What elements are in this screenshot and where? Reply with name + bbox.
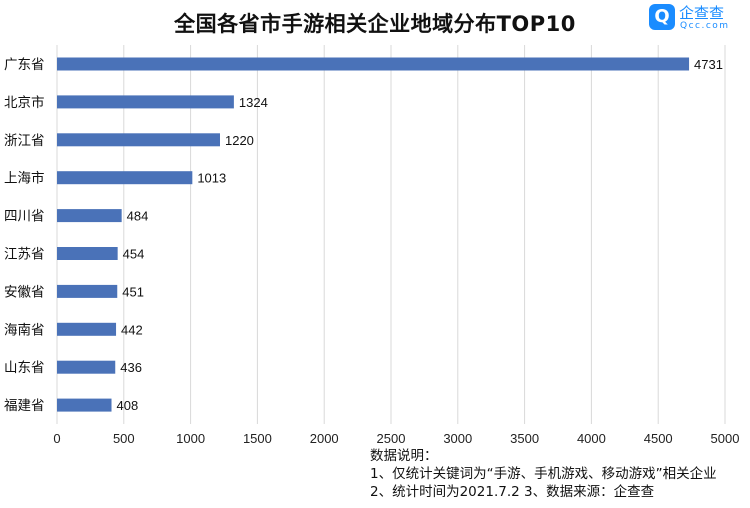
category-label: 海南省	[4, 322, 45, 338]
notes-heading: 数据说明：	[370, 448, 438, 464]
data-label: 4731	[694, 57, 723, 72]
bar	[57, 322, 117, 336]
x-tick-label: 2000	[310, 431, 339, 446]
x-tick-label: 2500	[377, 431, 406, 446]
x-tick-label: 500	[113, 431, 135, 446]
bar	[57, 209, 122, 223]
data-label: 1220	[225, 133, 254, 148]
data-label: 436	[120, 360, 142, 375]
notes-line-2: 2、统计时间为2021.7.2 3、数据来源：企查查	[370, 484, 655, 500]
x-tick-label: 1500	[243, 431, 272, 446]
bar	[57, 57, 690, 71]
bar	[57, 247, 118, 260]
category-label: 四川省	[4, 209, 45, 225]
x-tick-label: 4500	[644, 431, 673, 446]
category-label: 安徽省	[4, 284, 45, 300]
x-tick-label: 3500	[510, 431, 539, 446]
chart-title: 全国各省市手游相关企业地域分布TOP10	[174, 12, 576, 36]
category-label: 上海市	[4, 170, 45, 187]
category-label: 浙江省	[4, 133, 45, 149]
bar	[57, 398, 112, 412]
bar	[57, 360, 116, 374]
bar	[57, 95, 234, 109]
logo-text-cn: 企查查	[679, 4, 725, 22]
category-label: 江苏省	[4, 247, 45, 263]
data-label: 1013	[197, 171, 226, 186]
category-label: 广东省	[4, 57, 45, 73]
data-label: 408	[117, 398, 139, 413]
qcc-logo-icon: Q	[649, 4, 675, 30]
bar	[57, 284, 118, 298]
qcc-logo: Q 企查查 Qcc.com	[649, 2, 749, 36]
x-tick-label: 0	[53, 431, 60, 446]
category-label: 山东省	[4, 360, 45, 376]
x-tick-label: 5000	[711, 431, 740, 446]
data-label: 1324	[239, 95, 268, 110]
x-tick-label: 3000	[443, 431, 472, 446]
category-label: 北京市	[4, 94, 45, 111]
x-tick-label: 1000	[176, 431, 205, 446]
logo-text-en: Qcc.com	[680, 21, 730, 31]
category-label: 福建省	[4, 398, 45, 414]
data-label: 484	[127, 209, 149, 224]
data-label: 451	[122, 284, 144, 299]
bar	[57, 171, 193, 185]
notes-line-1: 1、仅统计关键词为“手游、手机游戏、移动游戏”相关企业	[370, 466, 717, 482]
data-label: 442	[121, 322, 143, 337]
bar	[57, 133, 220, 147]
x-tick-label: 4000	[577, 431, 606, 446]
data-label: 454	[123, 247, 145, 262]
data-notes: 数据说明： 1、仅统计关键词为“手游、手机游戏、移动游戏”相关企业 2、统计时间…	[370, 447, 717, 501]
